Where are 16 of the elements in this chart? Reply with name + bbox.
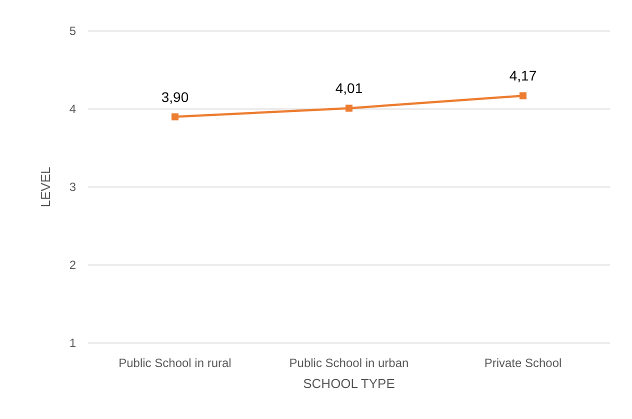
x-tick-label: Private School <box>484 356 562 370</box>
x-axis-title: SCHOOL TYPE <box>303 376 396 391</box>
y-axis-title: LEVEL <box>38 166 53 208</box>
data-label: 4,17 <box>509 68 537 84</box>
data-label: 3,90 <box>161 88 189 105</box>
data-label: 4,01 <box>335 80 363 96</box>
y-tick-label: 1 <box>69 336 76 350</box>
point <box>346 104 352 112</box>
y-tick-label: 3 <box>69 180 76 194</box>
y-tick-label: 4 <box>69 102 76 116</box>
point <box>520 92 526 100</box>
y-tick-label: 5 <box>69 24 76 38</box>
x-tick-label: Public School in urban <box>289 356 409 370</box>
point <box>172 113 178 120</box>
x-tick-label: Public School in rural <box>118 356 232 370</box>
y-tick-label: 2 <box>69 258 76 272</box>
